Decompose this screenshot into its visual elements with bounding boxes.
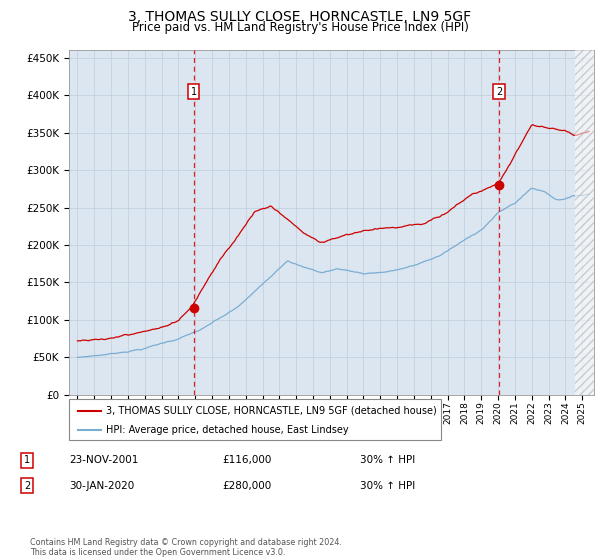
Text: 2: 2 (496, 87, 502, 96)
Text: Contains HM Land Registry data © Crown copyright and database right 2024.
This d: Contains HM Land Registry data © Crown c… (30, 538, 342, 557)
Text: £280,000: £280,000 (222, 480, 271, 491)
Text: 30% ↑ HPI: 30% ↑ HPI (360, 480, 415, 491)
Text: 30-JAN-2020: 30-JAN-2020 (69, 480, 134, 491)
Text: 30% ↑ HPI: 30% ↑ HPI (360, 455, 415, 465)
Text: Price paid vs. HM Land Registry's House Price Index (HPI): Price paid vs. HM Land Registry's House … (131, 21, 469, 34)
Text: 1: 1 (24, 455, 30, 465)
Text: 2: 2 (24, 480, 30, 491)
Text: 3, THOMAS SULLY CLOSE, HORNCASTLE, LN9 5GF: 3, THOMAS SULLY CLOSE, HORNCASTLE, LN9 5… (128, 10, 472, 24)
Text: 3, THOMAS SULLY CLOSE, HORNCASTLE, LN9 5GF (detached house): 3, THOMAS SULLY CLOSE, HORNCASTLE, LN9 5… (106, 405, 437, 416)
Text: HPI: Average price, detached house, East Lindsey: HPI: Average price, detached house, East… (106, 424, 349, 435)
Text: 1: 1 (190, 87, 197, 96)
Bar (575, 50, 600, 395)
Text: £116,000: £116,000 (222, 455, 271, 465)
Text: 23-NOV-2001: 23-NOV-2001 (69, 455, 139, 465)
